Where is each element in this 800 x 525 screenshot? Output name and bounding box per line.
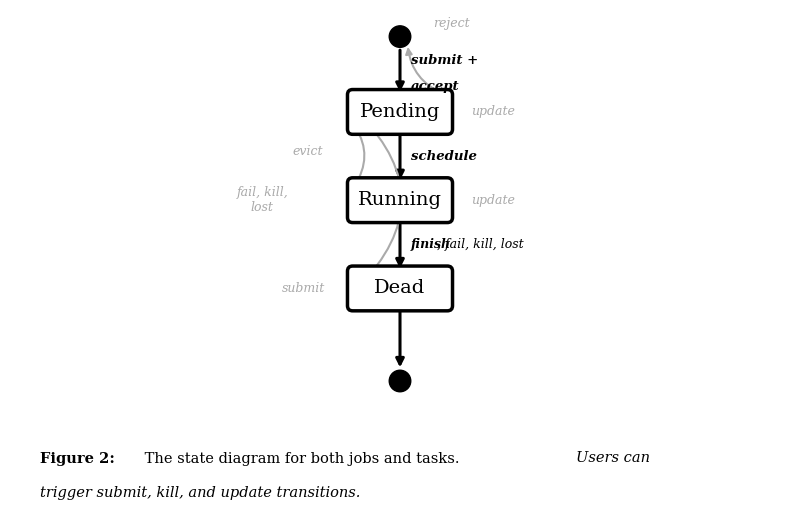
FancyBboxPatch shape [347, 178, 453, 223]
Text: Figure 2:: Figure 2: [40, 452, 115, 466]
Text: finish: finish [410, 238, 451, 251]
Text: update: update [471, 194, 515, 207]
Text: trigger submit, kill, and update transitions.: trigger submit, kill, and update transit… [40, 486, 360, 500]
Text: fail, kill,
lost: fail, kill, lost [236, 186, 288, 214]
Text: schedule: schedule [410, 150, 477, 163]
Text: Running: Running [358, 191, 442, 209]
Text: evict: evict [292, 145, 322, 158]
Text: submit +: submit + [410, 54, 478, 67]
Text: Dead: Dead [374, 279, 426, 298]
Text: accept: accept [410, 80, 459, 92]
Circle shape [390, 26, 410, 47]
Text: update: update [471, 106, 515, 119]
Text: The state diagram for both jobs and tasks.: The state diagram for both jobs and task… [140, 452, 464, 466]
Text: submit: submit [282, 282, 325, 295]
Text: reject: reject [434, 17, 470, 30]
Text: , fail, kill, lost: , fail, kill, lost [438, 238, 524, 251]
FancyBboxPatch shape [347, 266, 453, 311]
Circle shape [390, 370, 410, 392]
Text: Users can: Users can [576, 452, 650, 466]
FancyBboxPatch shape [347, 90, 453, 134]
Text: Pending: Pending [360, 103, 440, 121]
